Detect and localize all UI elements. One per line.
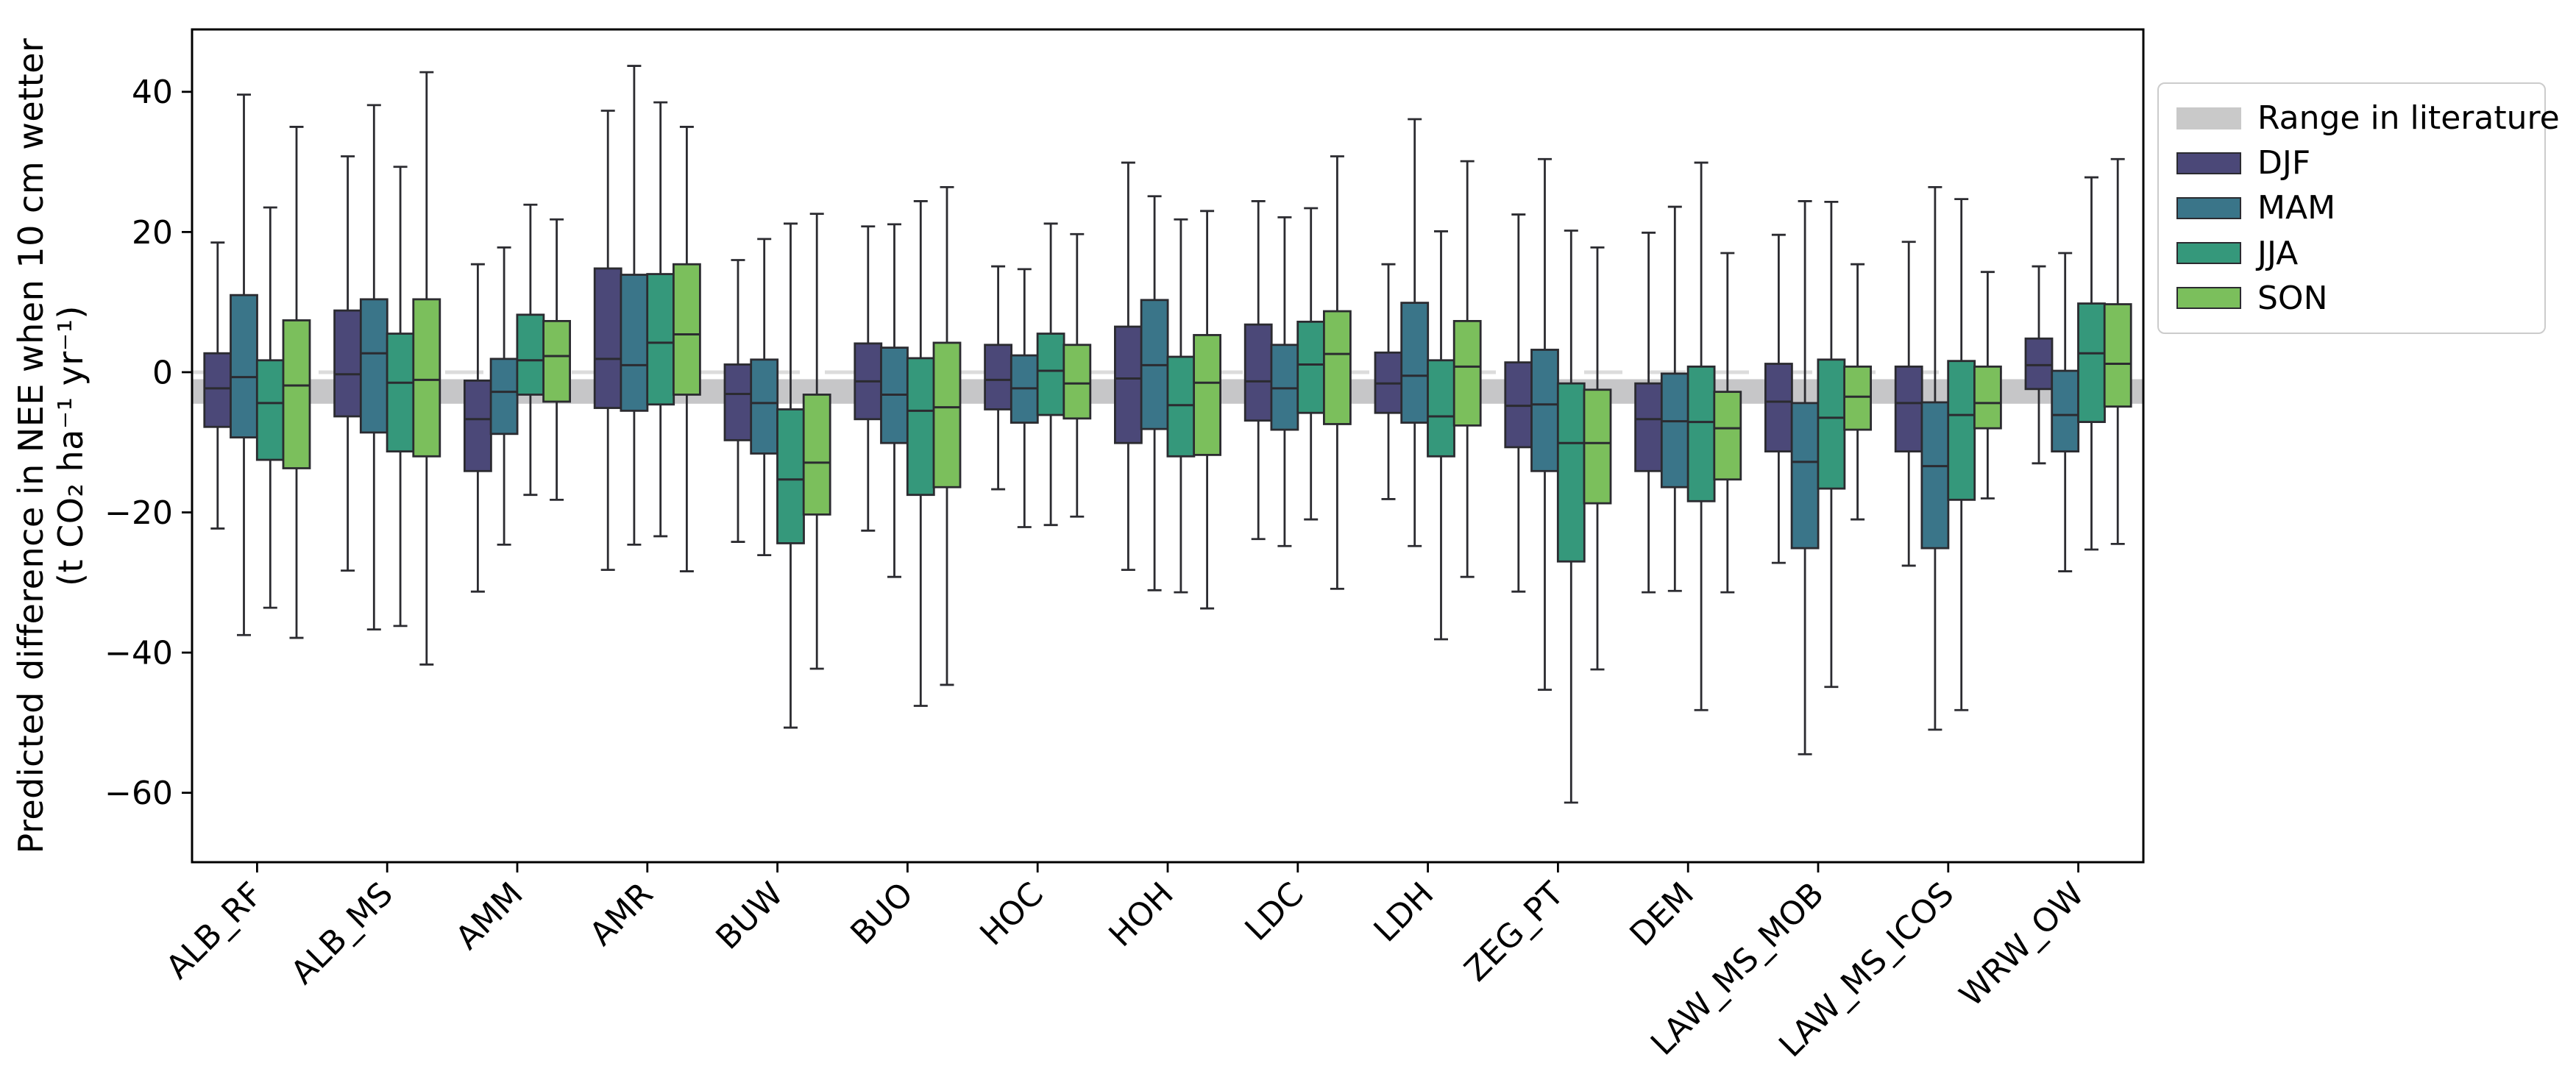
box-LDH-MAM (1400, 302, 1430, 424)
box-AMR-JJA (646, 273, 675, 406)
box-LAW_MS_MOB-DJF (1764, 363, 1793, 453)
box-BUO-SON (932, 341, 962, 488)
box-WRW_OW-JJA (2077, 302, 2106, 424)
x-tick-label-BUO: BUO (844, 875, 921, 953)
y-tick-label: 40 (132, 74, 173, 111)
box-LDC-SON (1323, 310, 1352, 425)
legend-item-djf: DJF (2176, 144, 2527, 182)
legend-label: JJA (2257, 234, 2299, 272)
legend-label: Range in literature (2257, 99, 2560, 138)
box-HOH-DJF (1114, 325, 1143, 444)
box-AMM-DJF (464, 379, 492, 472)
box-LAW_MS_MOB-JJA (1817, 358, 1846, 490)
box-AMR-MAM (620, 274, 649, 412)
x-tick-label-ZEG_PT: ZEG_PT (1458, 875, 1572, 989)
box-ALB_RF-SON (282, 319, 311, 469)
legend-item-jja: JJA (2176, 235, 2527, 272)
box-LAW_MS_ICOS-SON (1973, 365, 2002, 430)
legend-swatch-son (2176, 287, 2241, 310)
box-ALB_RF-JJA (255, 359, 285, 461)
box-WRW_OW-SON (2103, 303, 2132, 408)
x-tick-label-LDC: LDC (1238, 875, 1310, 948)
box-ALB_MS-SON (412, 298, 441, 458)
box-LDC-DJF (1243, 323, 1273, 422)
box-HOH-JJA (1166, 355, 1196, 458)
x-tick-label-ALB_MS: ALB_MS (284, 875, 400, 992)
box-LDH-JJA (1427, 359, 1455, 458)
box-BUW-JJA (776, 408, 805, 544)
legend-label: SON (2257, 279, 2328, 317)
box-WRW_OW-MAM (2051, 369, 2080, 453)
legend-swatch-jja (2176, 242, 2241, 265)
box-BUW-SON (802, 394, 831, 516)
box-DEM-MAM (1660, 372, 1689, 488)
box-AMR-DJF (593, 267, 622, 409)
box-LDH-SON (1452, 319, 1482, 427)
x-tick-label-HOH: HOH (1101, 875, 1180, 954)
box-HOC-JJA (1036, 333, 1065, 416)
box-ALB_MS-DJF (333, 309, 363, 418)
box-ALB_RF-DJF (203, 352, 233, 428)
box-AMR-SON (673, 263, 701, 396)
x-tick-label-BUW: BUW (709, 875, 790, 957)
box-LAW_MS_ICOS-MAM (1920, 401, 1950, 550)
y-tick-label: −40 (104, 634, 173, 672)
box-BUO-JJA (906, 357, 935, 497)
box-HOC-DJF (984, 344, 1012, 410)
box-HOH-SON (1193, 334, 1221, 456)
legend-label: MAM (2257, 189, 2336, 227)
box-AMM-MAM (489, 358, 519, 436)
box-ZEG_PT-JJA (1556, 382, 1586, 563)
y-tick-label: 0 (152, 354, 173, 391)
y-axis-label-line1: Predicted difference in NEE when 10 cm w… (11, 38, 51, 854)
legend-swatch-djf (2176, 152, 2241, 174)
legend: Range in literature DJF MAM JJA SON (2157, 82, 2560, 334)
legend-item-mam: MAM (2176, 189, 2527, 227)
box-ZEG_PT-MAM (1530, 349, 1559, 472)
y-tick-label: 20 (132, 214, 173, 252)
legend-label: DJF (2257, 144, 2311, 182)
box-LAW_MS_ICOS-DJF (1894, 365, 1923, 453)
x-tick-label-ALB_RF: ALB_RF (159, 875, 270, 987)
box-AMM-SON (542, 319, 571, 403)
legend-item-son: SON (2176, 280, 2527, 317)
box-BUW-MAM (750, 358, 779, 455)
box-DEM-SON (1713, 391, 1742, 481)
x-tick-label-AMM: AMM (449, 875, 531, 957)
box-ALB_RF-MAM (230, 294, 258, 438)
box-DEM-DJF (1634, 382, 1664, 472)
y-axis-label-line2: (t CO₂ ha⁻¹ yr⁻¹) (51, 305, 91, 586)
legend-swatch-range-in-literature (2176, 107, 2241, 129)
box-ALB_MS-JJA (386, 333, 415, 453)
x-tick-label-LDH: LDH (1367, 875, 1441, 950)
y-tick-label: −60 (104, 775, 173, 812)
box-BUW-DJF (723, 363, 753, 441)
x-tick-label-DEM: DEM (1622, 875, 1701, 954)
y-tick-label: −20 (104, 494, 173, 532)
box-ZEG_PT-SON (1583, 388, 1612, 505)
box-HOC-SON (1062, 344, 1092, 420)
box-LDC-JJA (1296, 320, 1326, 414)
x-tick-label-AMR: AMR (583, 875, 661, 953)
box-WRW_OW-DJF (2024, 337, 2054, 391)
box-AMM-JJA (516, 313, 545, 396)
x-tick-label-HOC: HOC (973, 875, 1051, 953)
box-LAW_MS_MOB-MAM (1790, 402, 1820, 550)
box-LAW_MS_MOB-SON (1843, 365, 1873, 431)
x-tick-label-WRW_OW: WRW_OW (1953, 875, 2092, 1014)
box-ALB_MS-MAM (359, 298, 388, 434)
box-LAW_MS_ICOS-JJA (1947, 360, 1976, 501)
legend-item-range: Range in literature (2176, 99, 2560, 137)
legend-swatch-mam (2176, 196, 2241, 219)
box-DEM-JJA (1686, 365, 1716, 502)
